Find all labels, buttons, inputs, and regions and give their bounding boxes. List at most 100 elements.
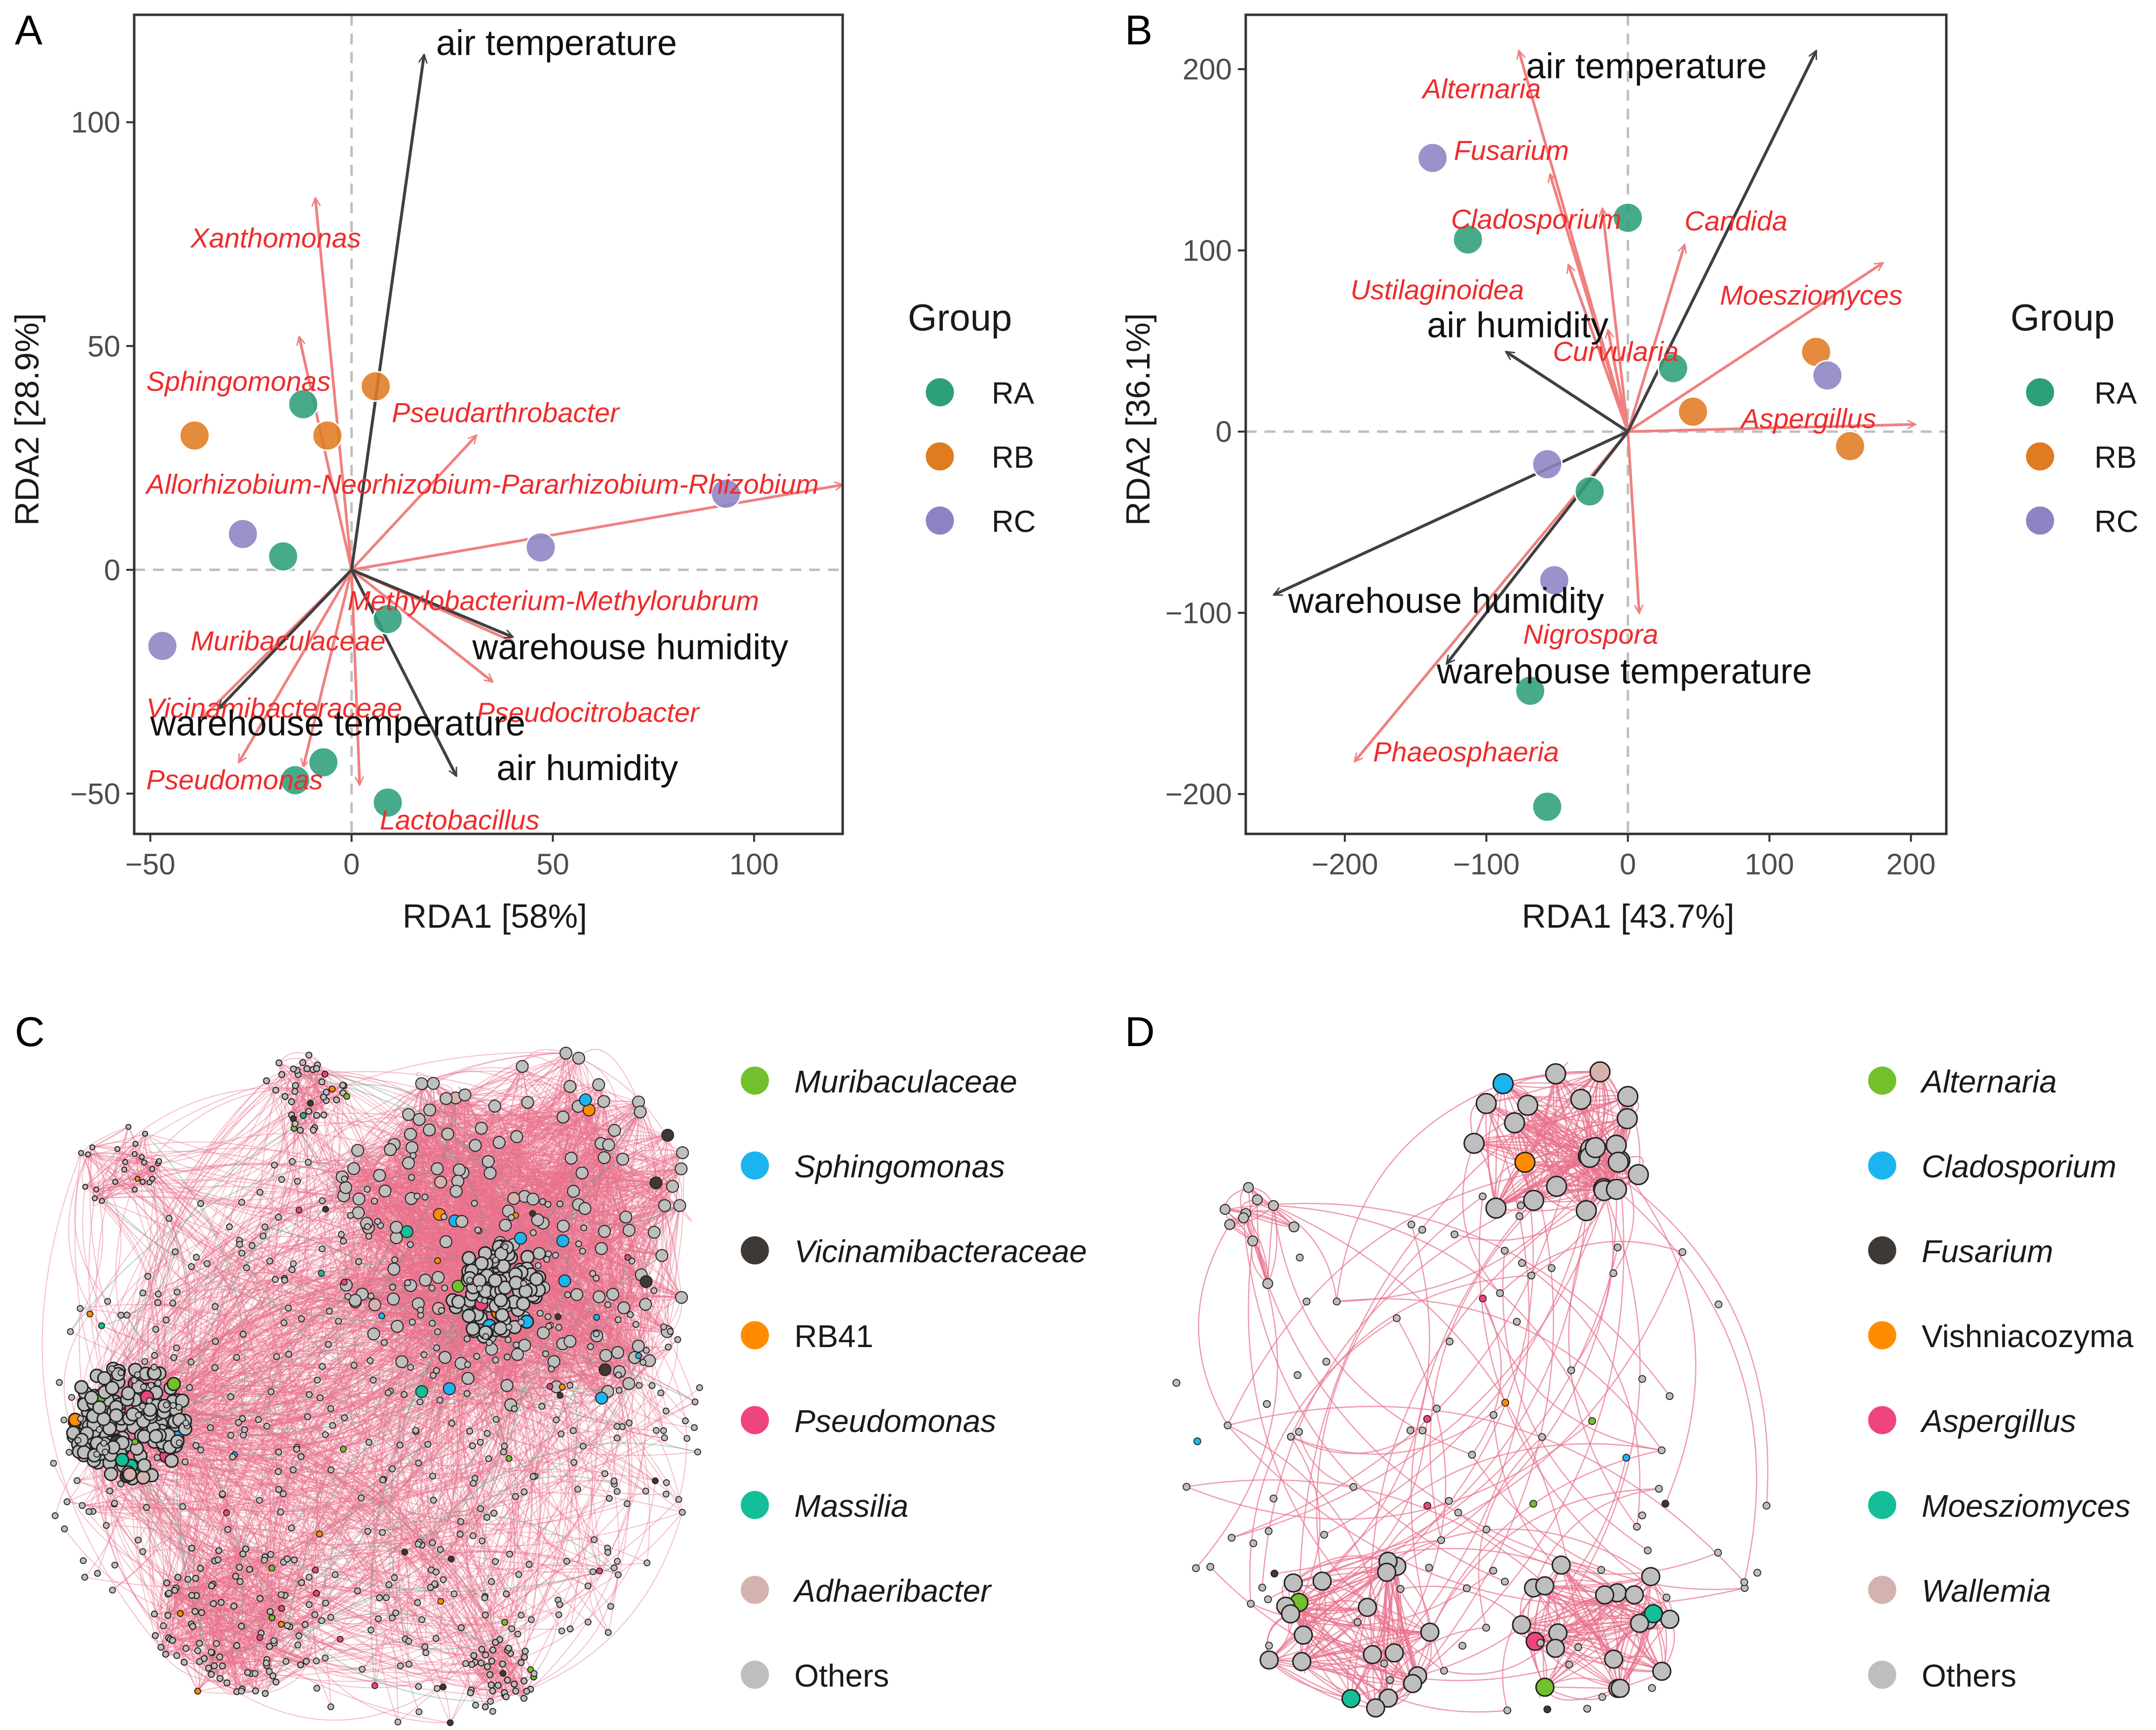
sample-point-ra bbox=[1531, 791, 1563, 823]
network-edge bbox=[410, 1198, 435, 1392]
y-tick-label-b: 200 bbox=[1183, 53, 1232, 86]
network-node bbox=[575, 1166, 589, 1180]
network-edge bbox=[532, 1057, 579, 1200]
network-node bbox=[412, 1113, 426, 1126]
network-edge bbox=[483, 1136, 517, 1243]
network-edge bbox=[393, 1235, 514, 1270]
network-edge bbox=[355, 1084, 422, 1301]
network-node bbox=[137, 1429, 151, 1444]
network-edge bbox=[481, 1128, 602, 1398]
network-edge bbox=[454, 1143, 609, 1221]
network-node bbox=[632, 1340, 645, 1353]
legend-title-b: Group bbox=[2010, 297, 2115, 339]
env-arrow-warehouse-temperature bbox=[1447, 430, 1629, 664]
y-axis-label-a: RDA2 [28.9%] bbox=[8, 313, 46, 526]
network-edge bbox=[455, 1053, 567, 1098]
network-edge bbox=[429, 1102, 528, 1130]
network-edge bbox=[345, 1115, 563, 1188]
network-edge bbox=[605, 1205, 680, 1356]
network-edge bbox=[408, 1163, 630, 1384]
network-node bbox=[166, 1377, 181, 1392]
network-edge bbox=[562, 1159, 624, 1344]
network-edge bbox=[379, 1175, 571, 1342]
network-node bbox=[661, 1128, 674, 1142]
network-edge bbox=[418, 1182, 448, 1305]
network-node bbox=[395, 1355, 409, 1368]
network-node bbox=[461, 1372, 475, 1385]
network-edge bbox=[552, 1106, 579, 1387]
taxa-arrow-pseudomonas bbox=[303, 569, 353, 767]
taxa-label-methylobacterium-methylorubrum: Methylobacterium-Methylorubrum bbox=[347, 585, 759, 616]
network-node bbox=[673, 1199, 686, 1212]
network-edge bbox=[358, 1133, 448, 1200]
network-node bbox=[567, 1185, 580, 1198]
rda-plot-b: −200 −100 0 100 200−200−1000100200Alternaria… bbox=[1165, 13, 1948, 881]
network-edge bbox=[577, 1106, 639, 1347]
network-edge bbox=[543, 1152, 683, 1224]
network-edge bbox=[397, 1326, 461, 1365]
network-edge bbox=[578, 1057, 617, 1131]
network-node bbox=[347, 1162, 360, 1175]
network-edge bbox=[447, 1053, 566, 1134]
network-edge bbox=[556, 1204, 579, 1387]
network-edge bbox=[569, 1145, 609, 1342]
network-edge bbox=[401, 1134, 448, 1362]
taxa-arrow-curvularia bbox=[1608, 330, 1630, 432]
network-edge bbox=[481, 1128, 623, 1172]
panel-letter-b: B bbox=[1125, 7, 1152, 53]
network-edge bbox=[419, 1098, 447, 1280]
network-edge bbox=[553, 1361, 568, 1379]
network-edge bbox=[366, 1116, 563, 1224]
sample-point-ra bbox=[267, 541, 299, 572]
network-edge bbox=[578, 1204, 662, 1256]
network-edge bbox=[584, 1208, 616, 1356]
network-edge bbox=[402, 1277, 449, 1362]
sample-point-rb bbox=[1677, 396, 1709, 427]
network-edge bbox=[358, 1212, 508, 1386]
network-node bbox=[558, 1274, 571, 1287]
network-edge bbox=[444, 1094, 466, 1192]
network-edge bbox=[524, 1144, 609, 1346]
network-edge bbox=[533, 1332, 544, 1350]
network-edge bbox=[421, 1221, 458, 1392]
network-edge bbox=[593, 1101, 625, 1308]
env-arrow-air-temperature bbox=[1626, 51, 1818, 433]
network-node bbox=[432, 1271, 445, 1284]
network-edge bbox=[457, 1168, 681, 1185]
network-edge bbox=[411, 1147, 563, 1241]
taxa-label-pseudocitrobacter: Pseudocitrobacter bbox=[477, 697, 701, 728]
network-edge bbox=[353, 1168, 630, 1231]
network-edge bbox=[459, 1169, 579, 1206]
network-edge bbox=[475, 1145, 534, 1200]
network-edge bbox=[520, 1099, 586, 1197]
network-node bbox=[384, 1143, 397, 1156]
network-edge bbox=[459, 1084, 599, 1170]
network-edge bbox=[411, 1147, 563, 1241]
network-edge bbox=[578, 1058, 604, 1336]
network-edge bbox=[601, 1159, 633, 1398]
network-edge bbox=[459, 1169, 650, 1361]
network-edge bbox=[505, 1101, 639, 1226]
network-edge bbox=[499, 1117, 567, 1157]
network-edge bbox=[429, 1129, 457, 1183]
network-node bbox=[599, 1349, 612, 1362]
network-node bbox=[400, 1225, 413, 1239]
network-edge bbox=[612, 1230, 639, 1347]
network-edge bbox=[358, 1109, 590, 1213]
network-edge bbox=[397, 1326, 563, 1364]
network-edge bbox=[408, 1114, 615, 1131]
network-edge bbox=[432, 1180, 462, 1222]
network-edge bbox=[543, 1084, 599, 1288]
env-arrow-air-temperature bbox=[350, 55, 424, 570]
legend-key-ra-a bbox=[924, 376, 956, 408]
env-label-air-humidity: air humidity bbox=[496, 749, 678, 788]
network-edge bbox=[462, 1146, 572, 1173]
network-edge bbox=[629, 1152, 683, 1231]
network-edge bbox=[396, 1083, 435, 1238]
network-edge bbox=[410, 1198, 450, 1389]
network-edge bbox=[68, 1154, 102, 1326]
network-edge bbox=[438, 1102, 528, 1215]
network-edge bbox=[384, 1190, 423, 1217]
network-node bbox=[526, 1193, 540, 1206]
network-edge bbox=[462, 1172, 625, 1309]
